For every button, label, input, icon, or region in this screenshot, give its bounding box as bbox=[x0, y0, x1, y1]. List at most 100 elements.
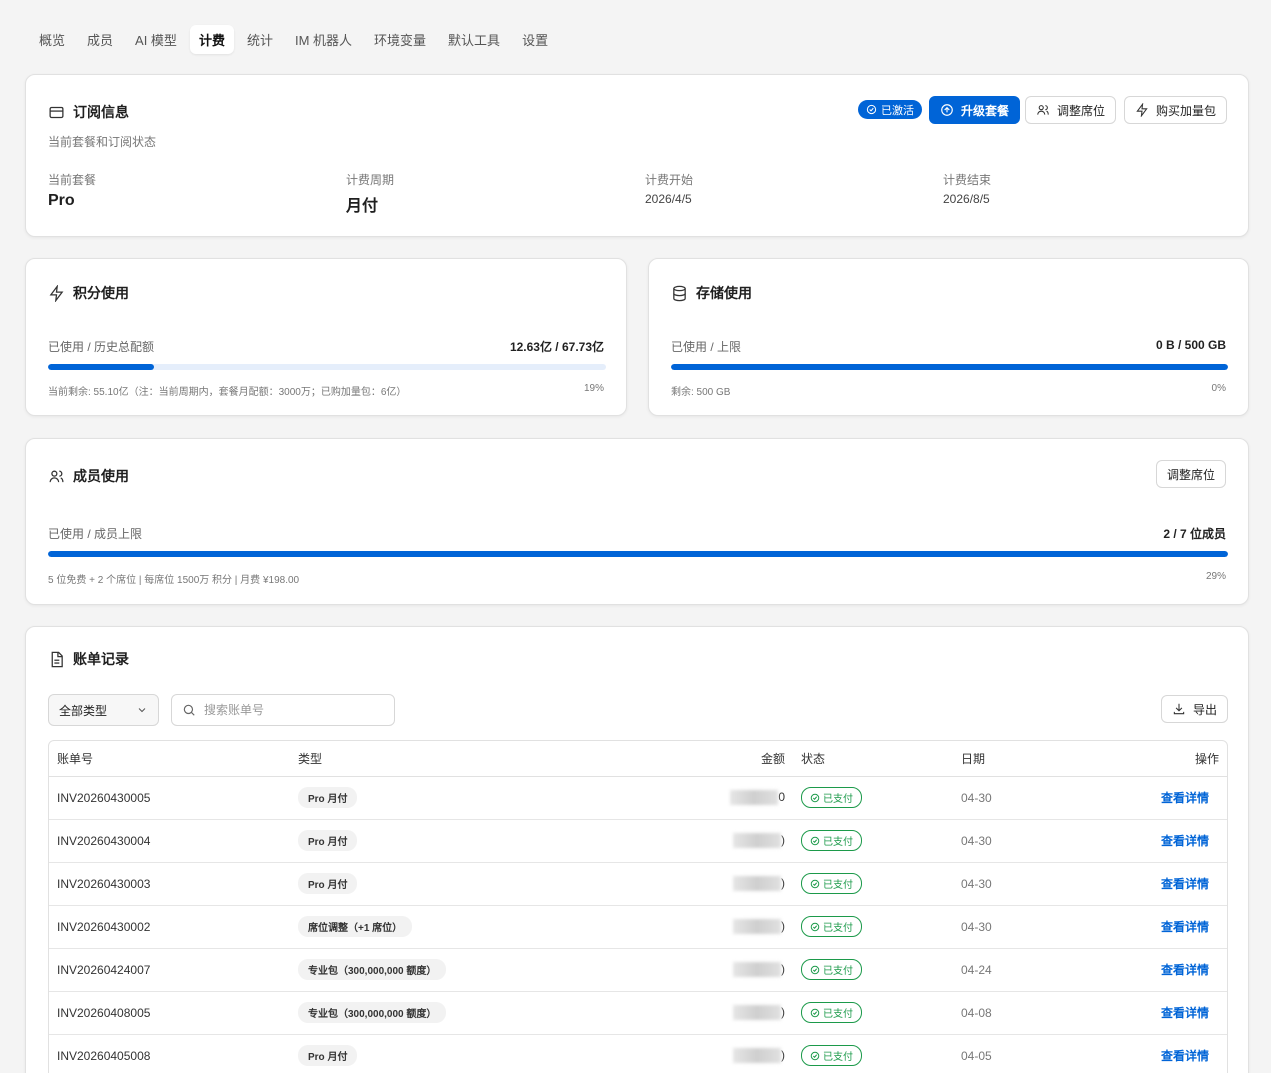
upgrade-plan-label: 升级套餐 bbox=[961, 103, 1010, 118]
billing-title-text: 账单记录 bbox=[73, 651, 129, 667]
redacted-amount bbox=[733, 962, 781, 978]
members-adjust-seats-button[interactable]: 调整席位 bbox=[1156, 460, 1227, 488]
tab-5[interactable]: IM 机器人 bbox=[294, 33, 353, 48]
members-percent: 29% bbox=[1205, 571, 1226, 582]
credits-progress-bar bbox=[48, 364, 606, 370]
storage-row-value: 0 B / 500 GB bbox=[1155, 338, 1226, 352]
status-label: 已支付 bbox=[823, 837, 853, 848]
subscription-subtitle: 当前套餐和订阅状态 bbox=[48, 135, 157, 149]
status-badge: 已支付 bbox=[801, 916, 862, 937]
invoice-type-cell: Pro 月付 bbox=[290, 862, 690, 906]
invoice-type-cell: 席位调整（+1 席位） bbox=[290, 905, 690, 949]
zap-icon bbox=[1136, 103, 1148, 117]
invoice-type: Pro 月付 bbox=[298, 830, 358, 851]
search-input[interactable] bbox=[204, 703, 384, 717]
members-adjust-seats-label: 调整席位 bbox=[1167, 467, 1216, 482]
view-details-link[interactable]: 查看详情 bbox=[1160, 877, 1209, 891]
top-tabs: 概览 成员 AI 模型 计费 统计 IM 机器人 环境变量 默认工具 设置 bbox=[30, 25, 557, 54]
invoice-type-cell: Pro 月付 bbox=[290, 819, 690, 863]
tab-4[interactable]: 统计 bbox=[246, 33, 273, 48]
status-badge: 已支付 bbox=[801, 1045, 862, 1066]
view-details-link[interactable]: 查看详情 bbox=[1160, 1049, 1209, 1063]
invoice-amount-cell: ) bbox=[690, 819, 793, 863]
table-header-row: 账单号 类型 金额 状态 日期 操作 bbox=[49, 741, 1227, 777]
invoice-date: 04-30 bbox=[953, 776, 1129, 820]
col-header-date: 日期 bbox=[953, 741, 1129, 777]
users-icon bbox=[1037, 105, 1049, 115]
start-value: 2026/4/5 bbox=[645, 192, 692, 206]
export-button[interactable]: 导出 bbox=[1161, 695, 1229, 723]
storage-title-text: 存储使用 bbox=[696, 285, 752, 301]
members-row-value: 2 / 7 位成员 bbox=[1163, 527, 1226, 541]
tab-3[interactable]: 计费 bbox=[189, 25, 234, 54]
view-details-link[interactable]: 查看详情 bbox=[1160, 834, 1209, 848]
tab-1[interactable]: 成员 bbox=[87, 33, 114, 48]
status-label: 已支付 bbox=[823, 1009, 853, 1020]
invoice-id: INV20260430005 bbox=[49, 776, 290, 820]
invoice-amount-tail: ) bbox=[781, 1004, 785, 1019]
billing-card: 账单记录 全部类型 导出 账单号 类型 金额 状态 日期 操作 INV20260… bbox=[25, 626, 1249, 1073]
view-details-link[interactable]: 查看详情 bbox=[1160, 920, 1209, 934]
invoice-amount-cell: 0 bbox=[690, 776, 793, 820]
storage-card: 存储使用 已使用 / 上限 0 B / 500 GB 剩余: 500 GB 0% bbox=[648, 258, 1249, 416]
members-progress-fill bbox=[48, 551, 1228, 557]
redacted-amount bbox=[733, 1005, 781, 1021]
type-filter-select[interactable]: 全部类型 bbox=[48, 694, 159, 726]
cycle-label: 计费周期 bbox=[346, 173, 395, 187]
status-label: 已支付 bbox=[823, 966, 853, 977]
adjust-seats-button[interactable]: 调整席位 bbox=[1025, 96, 1117, 124]
download-icon bbox=[1173, 703, 1185, 715]
tab-6[interactable]: 环境变量 bbox=[374, 33, 427, 48]
tab-8[interactable]: 设置 bbox=[522, 33, 549, 48]
storage-progress-fill bbox=[671, 364, 1228, 370]
check-circle-icon bbox=[810, 1008, 820, 1017]
invoice-date: 04-30 bbox=[953, 905, 1129, 949]
billing-title: 账单记录 bbox=[48, 649, 129, 669]
invoice-type: 专业包（300,000,000 额度） bbox=[298, 1002, 447, 1023]
credits-card: 积分使用 已使用 / 历史总配额 12.63亿 / 67.73亿 当前剩余: 5… bbox=[25, 258, 627, 416]
credit-card-icon bbox=[48, 104, 65, 121]
view-details-link[interactable]: 查看详情 bbox=[1160, 1006, 1209, 1020]
col-header-invoice-id: 账单号 bbox=[49, 741, 290, 777]
export-label: 导出 bbox=[1193, 702, 1218, 717]
invoice-id: INV20260408005 bbox=[49, 991, 290, 1035]
table-row: INV20260408005 专业包（300,000,000 额度）) 已支付 04-… bbox=[49, 991, 1227, 1035]
billing-table: 账单号 类型 金额 状态 日期 操作 INV20260430005 Pro 月付 0… bbox=[48, 740, 1228, 1073]
invoice-type: 席位调整（+1 席位） bbox=[298, 916, 413, 937]
status-badge-label: 已激活 bbox=[881, 104, 914, 117]
tab-2[interactable]: AI 模型 bbox=[135, 33, 177, 48]
cycle-value: 月付 bbox=[346, 198, 379, 215]
invoice-status-cell: 已支付 bbox=[793, 991, 953, 1035]
tab-0[interactable]: 概览 bbox=[39, 33, 66, 48]
invoice-amount-cell: ) bbox=[690, 1034, 793, 1073]
buy-pack-button[interactable]: 购买加量包 bbox=[1124, 96, 1228, 124]
redacted-amount bbox=[733, 833, 781, 849]
check-circle-icon bbox=[810, 879, 820, 888]
search-box bbox=[171, 694, 395, 726]
end-value: 2026/8/5 bbox=[943, 192, 990, 206]
invoice-amount-tail: ) bbox=[781, 918, 785, 933]
invoice-date: 04-30 bbox=[953, 819, 1129, 863]
invoice-type: 专业包（300,000,000 额度） bbox=[298, 959, 447, 980]
credits-title-text: 积分使用 bbox=[73, 285, 129, 301]
check-circle-icon bbox=[810, 965, 820, 974]
upgrade-plan-button[interactable]: 升级套餐 bbox=[929, 96, 1021, 124]
adjust-seats-label: 调整席位 bbox=[1057, 103, 1106, 118]
table-row: INV20260405008 Pro 月付) 已支付 04-05 查看详情 bbox=[49, 1034, 1227, 1073]
invoice-amount-tail: 0 bbox=[778, 789, 785, 804]
invoice-amount-tail: ) bbox=[781, 875, 785, 890]
subscription-title-text: 订阅信息 bbox=[73, 104, 129, 120]
invoice-status-cell: 已支付 bbox=[793, 948, 953, 992]
subscription-card: 订阅信息 当前套餐和订阅状态 已激活 升级套餐 调整席位 购买加量包 当前套餐 … bbox=[25, 74, 1249, 237]
status-label: 已支付 bbox=[823, 923, 853, 934]
invoice-action-cell: 查看详情 bbox=[1129, 948, 1227, 992]
type-filter-value: 全部类型 bbox=[59, 703, 108, 718]
view-details-link[interactable]: 查看详情 bbox=[1160, 963, 1209, 977]
invoice-action-cell: 查看详情 bbox=[1129, 819, 1227, 863]
table-row: INV20260430002 席位调整（+1 席位）) 已支付 04-30 查看详情 bbox=[49, 905, 1227, 949]
view-details-link[interactable]: 查看详情 bbox=[1160, 791, 1209, 805]
invoice-date: 04-08 bbox=[953, 991, 1129, 1035]
tab-7[interactable]: 默认工具 bbox=[448, 33, 501, 48]
invoice-type: Pro 月付 bbox=[298, 1045, 358, 1066]
invoice-id: INV20260430003 bbox=[49, 862, 290, 906]
